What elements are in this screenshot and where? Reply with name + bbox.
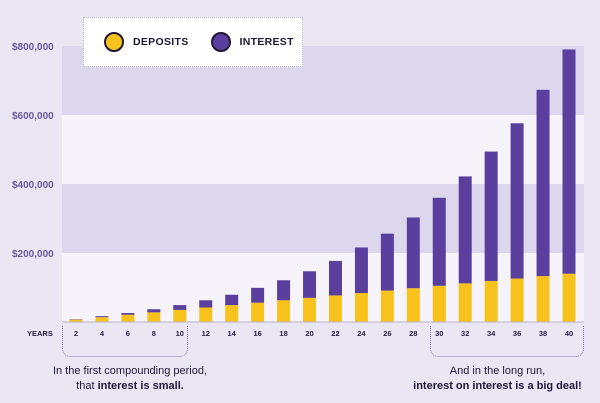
x-tick-label: 36 (513, 329, 521, 338)
x-axis-label: YEARS (27, 329, 53, 338)
interest-bar (95, 316, 109, 318)
interest-bar (121, 313, 135, 315)
interest-bar (432, 197, 446, 286)
deposits-bar (484, 280, 498, 322)
interest-bar (536, 89, 550, 277)
legend-label-interest: INTEREST (239, 36, 294, 48)
deposits-bar (69, 319, 83, 322)
interest-bar (225, 294, 239, 306)
x-tick-label: 2 (74, 329, 78, 338)
deposits-bar (147, 312, 161, 322)
x-tick-label: 4 (100, 329, 105, 338)
x-tick-label: 16 (253, 329, 261, 338)
interest-bar (510, 123, 524, 279)
y-tick-label: $200,000 (12, 249, 54, 260)
right-bracket (430, 326, 584, 357)
x-tick-label: 26 (383, 329, 391, 338)
x-tick-label: 22 (331, 329, 339, 338)
right-annotation: And in the long run, interest on interes… (395, 364, 600, 394)
x-tick-label: 38 (539, 329, 547, 338)
x-tick-label: 30 (435, 329, 443, 338)
deposits-bar (510, 278, 524, 322)
deposits-swatch (104, 32, 124, 52)
x-tick-label: 14 (228, 329, 237, 338)
interest-bar (251, 287, 265, 303)
deposits-bar (328, 295, 342, 322)
x-tick-label: 32 (461, 329, 469, 338)
interest-bar (380, 233, 394, 291)
deposits-bar (251, 302, 265, 322)
deposits-bar (199, 307, 213, 322)
deposits-bar (380, 290, 394, 322)
interest-bar (406, 217, 420, 289)
interest-bar (562, 49, 576, 274)
y-tick-label: $800,000 (12, 42, 54, 53)
legend-label-deposits: DEPOSITS (133, 36, 189, 48)
background-band (62, 184, 584, 253)
x-tick-label: 10 (176, 329, 184, 338)
deposits-bar (277, 300, 291, 322)
interest-bar (484, 151, 498, 281)
x-axis-ticks: 2 4 6 8 10 12 14 16 18 20 22 24 26 28 30 32 34 36 38 40 (74, 329, 573, 338)
deposits-bar (354, 293, 368, 322)
interest-bar (328, 260, 342, 296)
interest-bar (147, 309, 161, 313)
legend-item-deposits: DEPOSITS (104, 32, 189, 52)
bars (69, 49, 576, 322)
interest-bar (354, 247, 368, 294)
x-tick-label: 24 (357, 329, 366, 338)
background-bands (62, 46, 584, 322)
x-tick-label: 20 (305, 329, 313, 338)
deposits-bar (225, 305, 239, 322)
x-tick-label: 12 (202, 329, 210, 338)
deposits-bar (406, 288, 420, 322)
interest-swatch (210, 32, 231, 52)
left-annotation-line2: that interest is small. (76, 380, 184, 392)
interest-bar (199, 300, 213, 308)
interest-bar (277, 280, 291, 301)
deposits-bar (458, 283, 472, 322)
background-band (62, 253, 584, 322)
deposits-bar (95, 317, 109, 322)
x-tick-label: 8 (152, 329, 156, 338)
left-annotation-line1: In the first compounding period, (52, 365, 208, 377)
interest-bar (458, 176, 472, 284)
deposits-bar (121, 314, 135, 322)
x-tick-label: 34 (487, 329, 496, 338)
deposits-bar (432, 285, 446, 322)
x-tick-label: 40 (565, 329, 573, 338)
legend-item-interest: INTEREST (210, 32, 294, 52)
legend: DEPOSITS INTEREST (83, 17, 303, 67)
right-annotation-line1: And in the long run, (449, 365, 546, 377)
background-band (62, 115, 584, 184)
x-tick-label: 6 (126, 329, 130, 338)
deposits-bar (173, 309, 187, 322)
left-annotation: In the first compounding period, that in… (40, 364, 220, 394)
y-tick-label: $600,000 (12, 111, 54, 122)
deposits-bar (562, 273, 576, 322)
interest-bar (173, 305, 187, 310)
interest-bar (303, 271, 317, 298)
right-annotation-line2: interest on interest is a big deal! (413, 380, 582, 392)
deposits-bar (536, 276, 550, 322)
x-tick-label: 28 (409, 329, 417, 338)
left-bracket (62, 326, 188, 357)
y-tick-label: $400,000 (12, 180, 54, 191)
y-axis-ticks: $200,000 $400,000 $600,000 $800,000 (12, 42, 54, 260)
x-tick-label: 18 (279, 329, 287, 338)
deposits-bar (303, 297, 317, 322)
